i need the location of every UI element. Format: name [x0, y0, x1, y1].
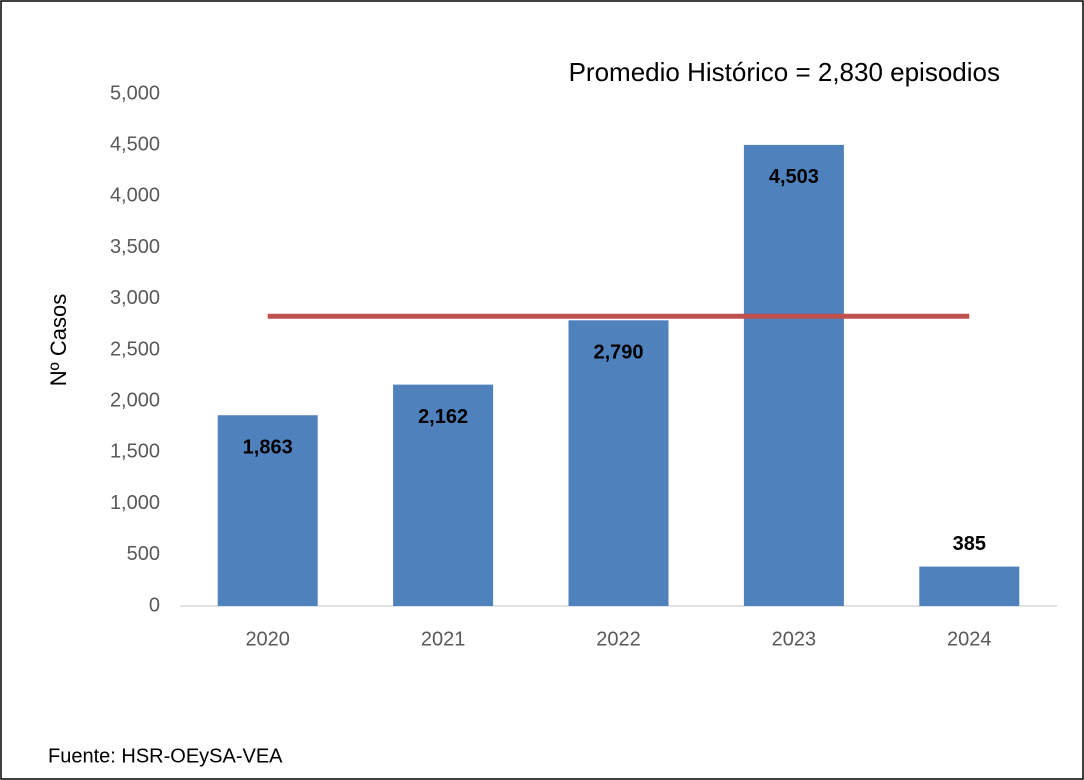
y-axis-title: Nº Casos	[46, 294, 71, 386]
y-tick-label: 500	[127, 543, 160, 565]
y-tick-label: 3,000	[110, 287, 160, 309]
x-tick-label: 2020	[245, 628, 290, 650]
y-tick-label: 5,000	[110, 82, 160, 104]
x-tick-label: 2024	[947, 628, 992, 650]
y-tick-label: 1,000	[110, 492, 160, 514]
y-tick-label: 4,500	[110, 133, 160, 155]
value-label: 1,863	[243, 437, 293, 459]
value-label: 2,790	[593, 342, 643, 364]
bar	[568, 320, 669, 606]
y-tick-label: 3,500	[110, 236, 160, 258]
y-tick-label: 1,500	[110, 441, 160, 463]
annotation: Promedio Histórico = 2,830 episodios	[569, 57, 1000, 87]
bar	[217, 415, 318, 606]
bar	[919, 566, 1020, 606]
source-note: Fuente: HSR-OEySA-VEA	[48, 745, 283, 767]
bar	[743, 144, 844, 606]
bar	[393, 384, 494, 606]
x-tick-label: 2022	[596, 628, 641, 650]
value-label: 4,503	[769, 166, 819, 188]
y-tick-label: 2,500	[110, 338, 160, 360]
x-tick-label: 2021	[421, 628, 466, 650]
y-tick-label: 0	[149, 594, 160, 616]
y-tick-label: 4,000	[110, 185, 160, 207]
value-label: 385	[953, 533, 986, 555]
x-tick-label: 2023	[772, 628, 817, 650]
value-label: 2,162	[418, 406, 468, 428]
y-tick-label: 2,000	[110, 389, 160, 411]
